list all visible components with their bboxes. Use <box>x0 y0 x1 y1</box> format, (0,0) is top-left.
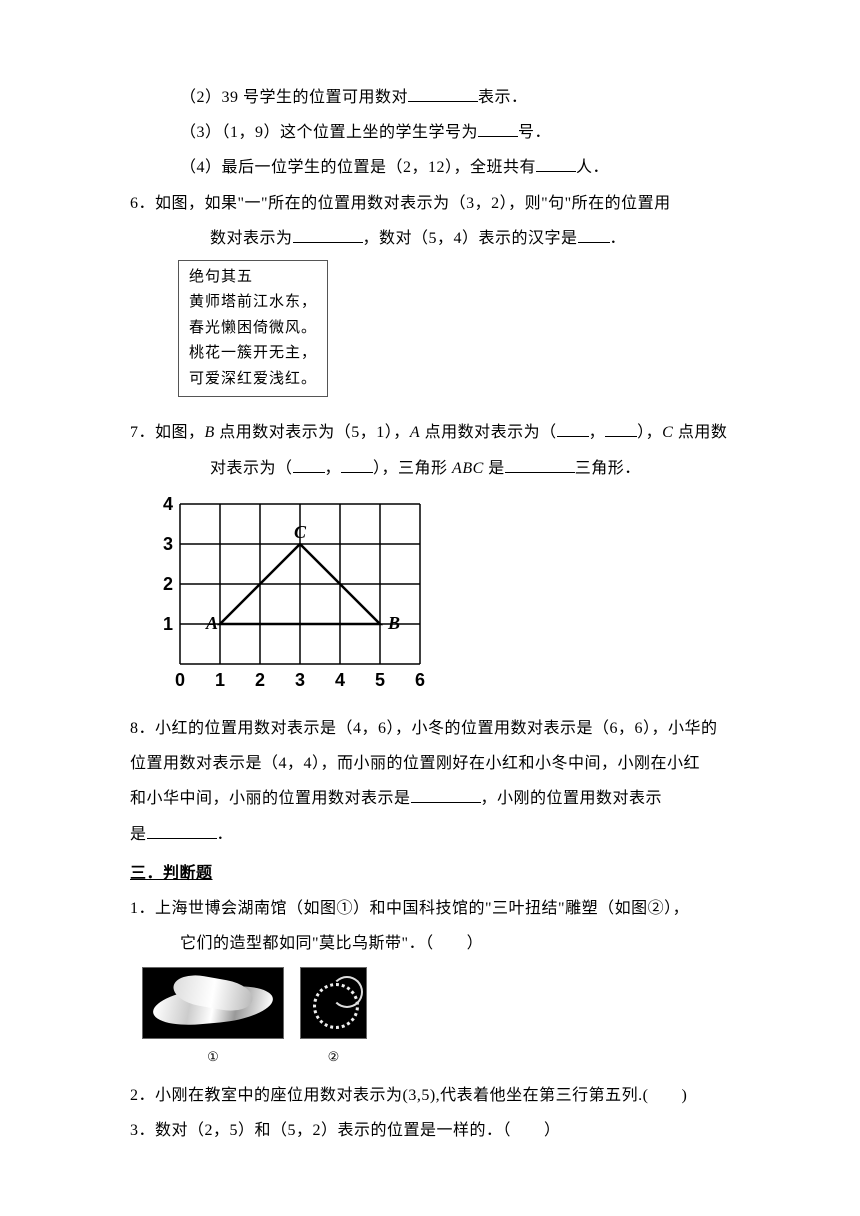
svg-text:4: 4 <box>335 670 345 690</box>
svg-text:B: B <box>387 613 400 633</box>
text: ，数对（5，4）表示的汉字是 <box>363 230 578 247</box>
j3: 3．数对（2，5）和（5，2）表示的位置是一样的．（ ） <box>130 1113 760 1148</box>
blank[interactable] <box>408 85 478 102</box>
text: 人． <box>576 159 609 176</box>
text: ，小刚的位置用数对表示 <box>481 790 663 807</box>
svg-text:2: 2 <box>255 670 265 690</box>
q8-line3: 和小华中间，小丽的位置用数对表示是 ，小刚的位置用数对表示 <box>130 781 760 816</box>
q7-line2: 对表示为（ ， ），三角形 ABC 是 三角形． <box>130 451 760 486</box>
triangle-svg: 0 1 2 3 4 5 6 1 2 3 4 A B C <box>150 494 430 694</box>
svg-text:3: 3 <box>295 670 305 690</box>
poem-line: 春光懒困倚微风。 <box>189 316 317 342</box>
j2: 2．小刚在教室中的座位用数对表示为(3,5),代表着他坐在第三行第五列.( ) <box>130 1078 760 1113</box>
var-A: A <box>410 424 420 441</box>
text: （3）（1，9）这个位置上坐的学生学号为 <box>180 124 478 141</box>
text: 和小华中间，小丽的位置用数对表示是 <box>130 790 411 807</box>
poem-line: 可爱深红爱浅红。 <box>189 367 317 393</box>
blank[interactable] <box>557 420 589 437</box>
var-C: C <box>662 424 673 441</box>
text: 号． <box>518 124 551 141</box>
text: 表示． <box>478 89 528 106</box>
poem-line: 桃花一簇开无主， <box>189 341 317 367</box>
page-content: （2）39 号学生的位置可用数对 表示． （3）（1，9）这个位置上坐的学生学号为… <box>0 0 860 1188</box>
svg-text:3: 3 <box>163 534 173 554</box>
mobius-image-2 <box>300 967 367 1039</box>
svg-text:A: A <box>205 613 218 633</box>
text: 是 <box>484 460 505 477</box>
blank[interactable] <box>293 456 325 473</box>
j1-line2: 它们的造型都如同"莫比乌斯带"．（ ） <box>130 926 760 961</box>
text: 是 <box>130 826 147 843</box>
blank[interactable] <box>293 226 363 243</box>
svg-text:4: 4 <box>163 494 173 514</box>
text: 7．如图， <box>130 424 205 441</box>
blank[interactable] <box>578 226 610 243</box>
text: （2）39 号学生的位置可用数对 <box>180 89 408 106</box>
text: ）， <box>637 424 662 441</box>
svg-text:0: 0 <box>175 670 185 690</box>
triangle-chart: 0 1 2 3 4 5 6 1 2 3 4 A B C <box>150 494 760 707</box>
svg-text:2: 2 <box>163 574 173 594</box>
q8-line4: 是． <box>130 817 760 852</box>
blank[interactable] <box>536 155 576 172</box>
text: 点用数 <box>673 424 727 441</box>
text: ， <box>589 424 606 441</box>
text: 点用数对表示为（ <box>420 424 557 441</box>
text: ），三角形 <box>373 460 452 477</box>
caption-1: ① <box>207 1043 219 1072</box>
image-1-box: ① <box>142 967 284 1072</box>
text: （4）最后一位学生的位置是（2，12），全班共有 <box>180 159 536 176</box>
q7-line1: 7．如图，B 点用数对表示为（5，1），A 点用数对表示为（ ， ），C 点用数 <box>130 415 760 450</box>
text: ． <box>217 826 234 843</box>
q5-sub3: （3）（1，9）这个位置上坐的学生学号为 号． <box>130 115 760 150</box>
text: 点用数对表示为（5，1）， <box>215 424 410 441</box>
poem-line: 绝句其五 <box>189 265 317 291</box>
svg-text:5: 5 <box>375 670 385 690</box>
q5-sub2: （2）39 号学生的位置可用数对 表示． <box>130 80 760 115</box>
blank[interactable] <box>605 420 637 437</box>
blank[interactable] <box>505 456 575 473</box>
j1-line1: 1．上海世博会湖南馆（如图①）和中国科技馆的"三叶扭结"雕塑（如图②）， <box>130 891 760 926</box>
svg-text:1: 1 <box>215 670 225 690</box>
text: 对表示为（ <box>210 460 293 477</box>
section-3-title: 三．判断题 <box>130 856 760 891</box>
q8-line1: 8．小红的位置用数对表示是（4，6），小冬的位置用数对表示是（6，6），小华的 <box>130 711 760 746</box>
mobius-images: ① ② <box>142 967 760 1072</box>
text: 数对表示为 <box>210 230 293 247</box>
q8-line2: 位置用数对表示是（4，4），而小丽的位置刚好在小红和小冬中间，小刚在小红 <box>130 746 760 781</box>
text: ， <box>325 460 342 477</box>
text: 三角形． <box>575 460 641 477</box>
caption-2: ② <box>328 1043 340 1072</box>
poem-box: 绝句其五 黄师塔前江水东， 春光懒困倚微风。 桃花一簇开无主， 可爱深红爱浅红。 <box>178 260 328 398</box>
text: ． <box>610 230 627 247</box>
image-2-box: ② <box>300 967 367 1072</box>
var-ABC: ABC <box>452 460 484 477</box>
q5-sub4: （4）最后一位学生的位置是（2，12），全班共有 人． <box>130 150 760 185</box>
svg-text:C: C <box>294 522 307 542</box>
blank[interactable] <box>478 120 518 137</box>
blank[interactable] <box>341 456 373 473</box>
q6-line1: 6．如图，如果"一"所在的位置用数对表示为（3，2），则"句"所在的位置用 <box>130 186 760 221</box>
poem-line: 黄师塔前江水东， <box>189 290 317 316</box>
svg-text:1: 1 <box>163 614 173 634</box>
q6-line2: 数对表示为 ，数对（5，4）表示的汉字是 ． <box>130 221 760 256</box>
blank[interactable] <box>147 822 217 839</box>
var-B: B <box>205 424 215 441</box>
svg-text:6: 6 <box>415 670 425 690</box>
mobius-image-1 <box>142 967 284 1039</box>
blank[interactable] <box>411 786 481 803</box>
